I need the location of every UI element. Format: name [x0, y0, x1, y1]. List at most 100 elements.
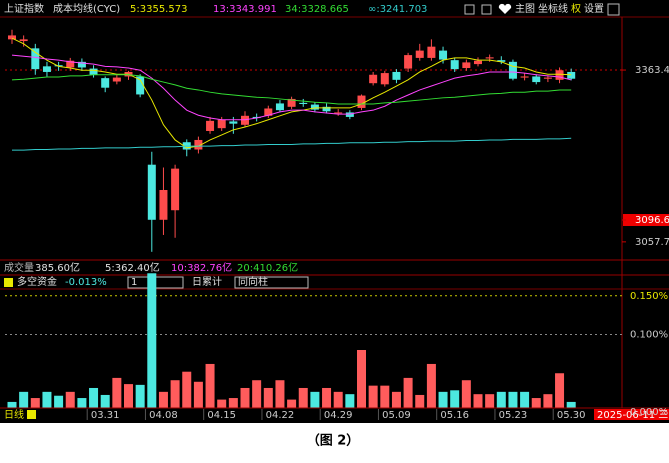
candle-body [369, 74, 378, 84]
toolbar-item[interactable]: 权 [571, 2, 581, 15]
candle-body [194, 139, 203, 150]
bar [77, 398, 87, 412]
candle-body [264, 108, 273, 116]
candle-body [415, 50, 424, 58]
candle-body [555, 70, 564, 80]
candle-body [101, 78, 110, 88]
indicator-title: 多空资金 [17, 275, 57, 288]
bar [275, 380, 285, 412]
background [0, 0, 669, 423]
dropdown[interactable] [234, 276, 309, 289]
bar [7, 401, 17, 412]
candle-body [252, 116, 261, 119]
bar [89, 387, 99, 412]
bar [403, 377, 413, 412]
indicator-value: -0.013% [65, 277, 107, 288]
bar [426, 363, 436, 412]
bar [391, 391, 401, 412]
bar [485, 394, 495, 412]
x-tick-label: 05.30 [557, 410, 586, 421]
bar [193, 381, 203, 412]
candle-body [380, 73, 389, 85]
x-tick-label: 03.31 [91, 410, 120, 421]
bar [240, 387, 250, 412]
candle-body [147, 164, 156, 220]
ma-line [11, 74, 572, 105]
bar [30, 398, 40, 412]
candle-body [206, 120, 215, 131]
zoom-in[interactable] [464, 4, 475, 15]
bar [182, 371, 192, 412]
favorite[interactable] [498, 3, 512, 15]
caption: （图 2） [307, 433, 360, 449]
zoom-out[interactable] [481, 4, 492, 15]
candle-body [217, 119, 226, 129]
ma-line [11, 54, 572, 121]
bar [357, 350, 366, 412]
toolbar-item[interactable]: 坐标线 [538, 2, 568, 15]
candle-body [404, 55, 413, 69]
candle-body [543, 77, 552, 79]
ma-line [11, 37, 572, 149]
candle-body [229, 121, 238, 124]
candle-body [112, 77, 121, 82]
candle-body [439, 50, 448, 60]
dropdown-value[interactable]: 同向柱 [238, 275, 268, 288]
period-toggle[interactable] [27, 410, 36, 419]
bar [508, 391, 518, 412]
candle-body [485, 57, 494, 59]
candle-body [89, 68, 98, 75]
bar [496, 391, 506, 412]
candle-body [8, 35, 16, 40]
bar [310, 391, 320, 412]
candle-body [520, 76, 529, 78]
bar [205, 363, 215, 412]
dropdown-value[interactable]: 1 [131, 277, 137, 288]
volume-stat: 10:382.76亿 [171, 261, 232, 274]
bar [298, 387, 308, 412]
bar [473, 394, 483, 412]
candle-body [508, 61, 517, 79]
price-box [623, 214, 669, 227]
bar [322, 387, 332, 412]
bar [461, 380, 471, 412]
period[interactable]: 日线 [4, 408, 24, 421]
volume-stat: 5:362.40亿 [105, 261, 160, 274]
bar [345, 394, 355, 412]
bar [287, 399, 297, 412]
x-tick-label: 04.15 [207, 410, 236, 421]
candle-body [171, 168, 180, 211]
volume-stat: 20:410.26亿 [237, 261, 298, 274]
candle-body [450, 60, 459, 70]
candle-body [392, 71, 401, 80]
bar [566, 401, 576, 412]
bar [368, 385, 378, 412]
candle-body [474, 60, 482, 65]
candle-body [322, 106, 331, 112]
bar [158, 391, 168, 412]
bar [54, 395, 64, 412]
bar [19, 391, 29, 412]
chart-title: 上证指数 [4, 2, 44, 15]
expand[interactable] [607, 3, 620, 16]
y-tick-label: 0.100% [630, 330, 668, 341]
candle-body [299, 102, 308, 104]
x-tick-label: 05.16 [440, 410, 469, 421]
bar [252, 380, 262, 412]
bar [65, 391, 75, 412]
option-label: 日累计 [192, 275, 222, 288]
candle-body [357, 95, 366, 108]
x-tick-label: 05.09 [382, 410, 411, 421]
candle-body [567, 71, 576, 79]
legend-item: ∞:3241.703 [368, 4, 427, 15]
candle-body [136, 76, 145, 95]
toolbar-item[interactable]: 主图 [515, 3, 535, 15]
toolbar-item[interactable]: 设置 [584, 3, 604, 15]
bar [263, 387, 273, 412]
indicator-name: 成本均线(CYC) [53, 2, 120, 15]
help-icon[interactable] [4, 278, 13, 287]
y-tick-label: 3363.4 [635, 65, 669, 76]
bar [543, 394, 553, 412]
bar [228, 398, 238, 412]
volume-stat: 385.60亿 [35, 261, 80, 274]
